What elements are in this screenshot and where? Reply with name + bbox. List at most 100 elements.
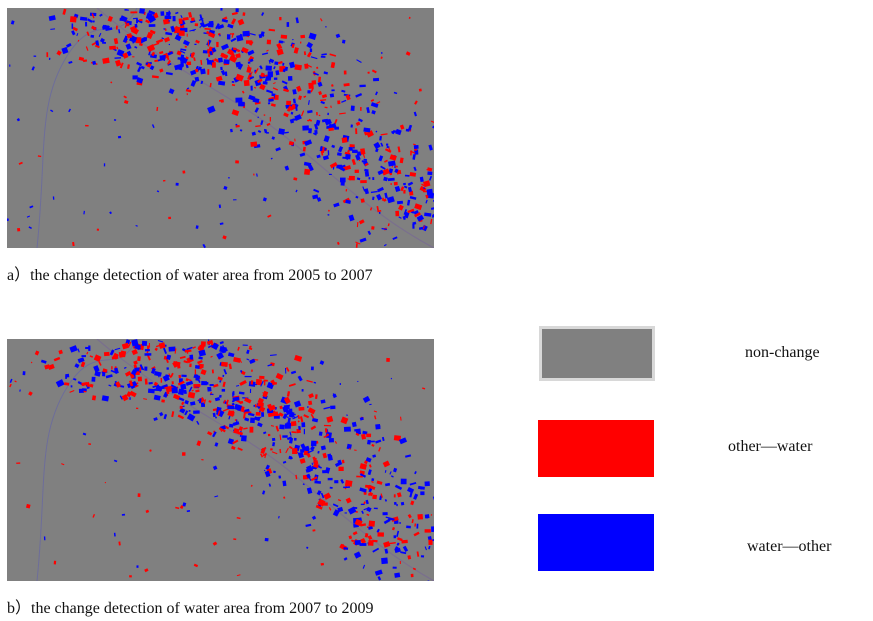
map-texture (250, 389, 251, 393)
map-texture (136, 565, 138, 567)
map-texture (386, 143, 388, 145)
map-texture (290, 414, 296, 416)
map-texture (419, 89, 422, 92)
map-texture (340, 178, 346, 183)
map-texture (414, 145, 419, 149)
map-texture (236, 8, 239, 12)
map-texture (355, 170, 359, 173)
map-texture (104, 352, 110, 356)
map-texture (375, 424, 380, 429)
map-texture (274, 61, 278, 65)
map-texture (228, 177, 230, 178)
map-texture (119, 351, 125, 357)
map-texture (181, 375, 186, 377)
map-texture (321, 56, 326, 58)
map-texture (345, 154, 351, 159)
map-texture (330, 93, 334, 97)
map-texture (144, 367, 147, 371)
map-texture (194, 44, 196, 45)
map-texture (323, 502, 328, 505)
map-texture (149, 382, 153, 385)
map-texture (316, 67, 318, 69)
map-texture (246, 40, 252, 44)
map-texture (203, 50, 208, 53)
map-texture (425, 481, 430, 486)
map-texture (137, 356, 141, 361)
map-texture (416, 524, 418, 529)
map-texture (355, 128, 357, 134)
caption: b）the change detection of water area fro… (7, 594, 374, 618)
map-texture (328, 478, 333, 480)
map-texture (349, 448, 351, 449)
map-texture (187, 93, 188, 95)
map-texture (386, 358, 390, 362)
map-texture (188, 392, 195, 399)
map-texture (180, 384, 186, 390)
map-texture (304, 64, 308, 69)
map-texture (321, 563, 324, 566)
map-texture (169, 44, 170, 45)
map-texture (303, 147, 306, 152)
map-texture (102, 395, 109, 401)
map-texture (160, 11, 164, 16)
map-texture (195, 369, 196, 374)
map-texture (428, 540, 432, 545)
map-texture (351, 106, 355, 112)
map-texture (285, 424, 290, 427)
map-texture (158, 372, 159, 377)
map-texture (136, 18, 138, 23)
map-texture (44, 536, 46, 540)
legend-swatch (538, 514, 654, 571)
map-texture (256, 412, 261, 416)
map-texture (173, 16, 176, 21)
map-texture (359, 85, 365, 88)
map-texture (195, 77, 200, 82)
map-texture (279, 424, 285, 429)
map-texture (372, 177, 374, 180)
map-texture (251, 370, 253, 372)
map-texture (223, 59, 229, 64)
legend-swatch (539, 326, 655, 381)
map-texture (265, 66, 272, 71)
map-texture (304, 429, 305, 434)
map-texture (329, 438, 334, 442)
map-texture (421, 555, 424, 557)
map-texture (369, 521, 376, 527)
map-texture (316, 112, 318, 115)
map-texture (235, 160, 239, 163)
map-texture (302, 125, 309, 130)
map-texture (244, 80, 250, 86)
map-texture (85, 347, 90, 349)
map-texture (92, 20, 94, 22)
map-texture (145, 353, 152, 356)
map-texture (145, 378, 148, 384)
map-texture (286, 101, 291, 105)
map-texture (342, 137, 348, 143)
map-texture (420, 491, 424, 495)
map-texture (161, 399, 165, 402)
map-texture (325, 26, 326, 28)
map-texture (292, 39, 293, 40)
legend-label: non-change (745, 344, 820, 362)
map-texture (232, 81, 235, 83)
map-texture (345, 480, 353, 487)
map-texture (268, 434, 270, 436)
map-texture (328, 150, 330, 155)
map-texture (229, 424, 233, 428)
map-texture (172, 381, 174, 384)
map-texture (300, 35, 305, 39)
map-texture (274, 78, 277, 80)
map-texture (168, 217, 171, 219)
map-texture (334, 480, 338, 483)
map-texture (403, 190, 405, 194)
map-texture (114, 119, 116, 121)
map-texture (370, 441, 374, 443)
map-texture (272, 438, 275, 441)
map-texture (17, 228, 20, 232)
map-texture (193, 384, 200, 387)
map-texture (302, 389, 304, 392)
map-texture (427, 171, 432, 175)
map-texture (281, 35, 288, 39)
map-texture (207, 387, 211, 392)
map-texture (149, 343, 150, 348)
